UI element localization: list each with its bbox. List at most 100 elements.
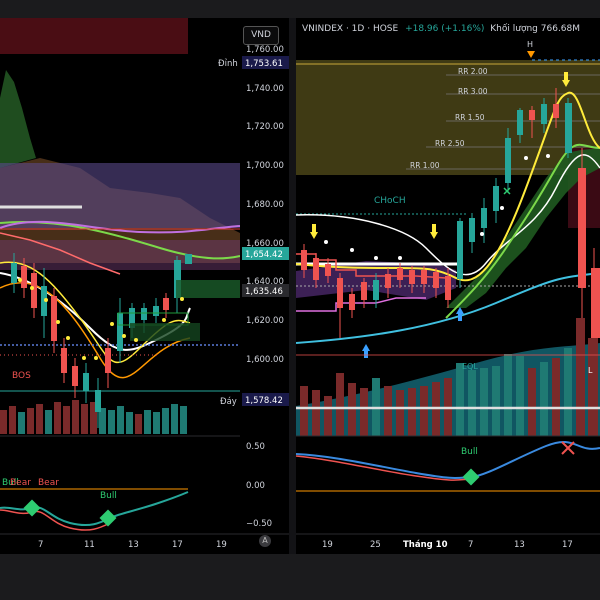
ma-cyan: [296, 272, 600, 344]
rr-label-3: RR 3.00: [458, 87, 488, 96]
price-change: +18.96 (+1.16%): [405, 24, 485, 34]
high-marker-arrow: [527, 51, 535, 58]
time-tick-17: 17: [172, 540, 183, 550]
pink-band: [0, 240, 240, 270]
currency-button[interactable]: VND: [243, 26, 279, 45]
sell-arrow-1-stem: [312, 224, 316, 232]
sell-arrow-1: [310, 232, 318, 239]
peak-tag: [242, 56, 289, 69]
sell-arrow-3: [562, 80, 570, 87]
price-tick-1660: 1,660.00: [246, 239, 284, 249]
price-tick-1700: 1,700.00: [246, 161, 284, 171]
right-osc-line: [296, 440, 600, 480]
time-tick-7: 7: [38, 540, 43, 550]
left-osc-line: [0, 491, 189, 527]
buy-arrow-1: [362, 344, 370, 351]
left-price-axis[interactable]: [240, 18, 289, 436]
left-chart-canvas[interactable]: BOS Bull Bear Bear Bull 1,760.00 1,740.0…: [0, 18, 289, 554]
green-cloud-zone: [0, 70, 36, 168]
price-tick-1760: 1,760.00: [246, 45, 284, 55]
rr-label-1-5: RR 1.50: [455, 113, 485, 122]
price-tick-1740: 1,740.00: [246, 84, 284, 94]
volume-label: Khối lượng: [490, 24, 538, 34]
sell-arrow-2: [430, 232, 438, 239]
bos-label: BOS: [12, 371, 31, 381]
supply-zone: [0, 18, 188, 54]
rr-label-2-5: RR 2.50: [435, 139, 465, 148]
time-tick-19: 19: [322, 540, 333, 550]
right-chart-pane[interactable]: RR 2.00 RR 3.00 RR 1.50 RR 2.50 RR 1.00 …: [296, 18, 600, 554]
price-tag-2: [242, 284, 289, 297]
left-chart-pane[interactable]: BOS Bull Bear Bear Bull 1,760.00 1,740.0…: [0, 18, 289, 554]
left-candles: [11, 253, 192, 428]
rr-label-1: RR 1.00: [410, 161, 440, 170]
choch-label: CHoCH: [374, 196, 406, 206]
price-tick-1720: 1,720.00: [246, 122, 284, 132]
osc-bear-label-1: Bear: [10, 478, 31, 488]
symbol-name: VNINDEX: [302, 24, 344, 34]
time-tick-11: 11: [84, 540, 95, 550]
pane-divider[interactable]: [289, 18, 296, 554]
price-tag-1-value: 1,654.42: [245, 250, 283, 260]
osc-bear-label-2: Bear: [38, 478, 59, 488]
right-osc-signal: [296, 455, 472, 481]
right-signal-dots: [324, 154, 550, 260]
trough-tag: [242, 393, 289, 406]
fvg-box-2: [130, 323, 200, 341]
bull-diamond-2: [99, 509, 117, 527]
purple-band: [0, 163, 240, 228]
time-tick-17: 17: [562, 540, 573, 550]
left-volume-bars: [0, 400, 187, 434]
osc-tick-neg: −0.50: [246, 519, 272, 529]
ma-green: [445, 143, 600, 319]
peak-label: Đỉnh: [218, 58, 238, 69]
osc-bull-label-2: Bull: [100, 491, 117, 501]
trough-label: Đáy: [220, 397, 237, 407]
ma-red-line: [0, 232, 121, 275]
left-osc-signal: [0, 509, 111, 531]
volume-value: 766.68M: [540, 24, 581, 34]
buy-arrow-1-stem: [364, 351, 368, 358]
time-tick-19: 19: [216, 540, 227, 550]
symbol-interval: 1D: [351, 24, 365, 34]
time-tick-7: 7: [468, 540, 473, 550]
time-tick-13: 13: [514, 540, 525, 550]
ma-white: [296, 154, 600, 276]
uptrend-channel: [446, 148, 600, 308]
price-tag-1: [242, 247, 289, 260]
symbol-header[interactable]: VNINDEX · 1D · HOSE +18.96 (+1.16%) Khối…: [302, 24, 581, 34]
osc-bull-label-1: Bull: [2, 478, 19, 488]
price-tick-1680: 1,680.00: [246, 200, 284, 210]
bull-diamond-1: [23, 499, 41, 517]
time-tick-thang-10: Tháng 10: [403, 540, 448, 550]
right-candles: [301, 88, 600, 358]
price-tag-2-value: 1,635.46: [245, 287, 283, 297]
osc-tick-pos: 0.50: [246, 442, 265, 452]
high-marker: H: [527, 40, 533, 49]
time-tick-25: 25: [370, 540, 381, 550]
auto-scale-button[interactable]: A: [259, 535, 271, 547]
buy-arrow-2-stem: [458, 314, 462, 321]
osc-tick-zero: 0.00: [246, 481, 265, 491]
sell-arrow-3-stem: [564, 72, 568, 80]
left-signal-dots: [18, 278, 184, 360]
ma-yellow: [296, 91, 600, 282]
low-marker: L: [588, 366, 593, 375]
bull-diamond-3: [462, 468, 480, 486]
price-tick-1600: 1,600.00: [246, 355, 284, 365]
ma-yellow-line: [0, 261, 191, 364]
sell-arrow-2-stem: [432, 224, 436, 232]
cross-marker: [503, 187, 511, 195]
buy-arrow-2: [456, 307, 464, 314]
time-tick-13: 13: [128, 540, 139, 550]
eql-label: EQL: [462, 362, 478, 371]
fvg-box-3: [176, 280, 240, 298]
price-tick-1620: 1,620.00: [246, 316, 284, 326]
bottom-toolbar: [0, 554, 600, 600]
trough-value: 1,578.42: [245, 396, 283, 406]
trailing-stop-magenta: [296, 297, 426, 312]
bear-cross-marker: [561, 441, 575, 455]
peak-value: 1,753.61: [245, 59, 283, 69]
right-osc-bull-label: Bull: [461, 447, 478, 457]
right-chart-canvas[interactable]: RR 2.00 RR 3.00 RR 1.50 RR 2.50 RR 1.00 …: [296, 18, 600, 554]
